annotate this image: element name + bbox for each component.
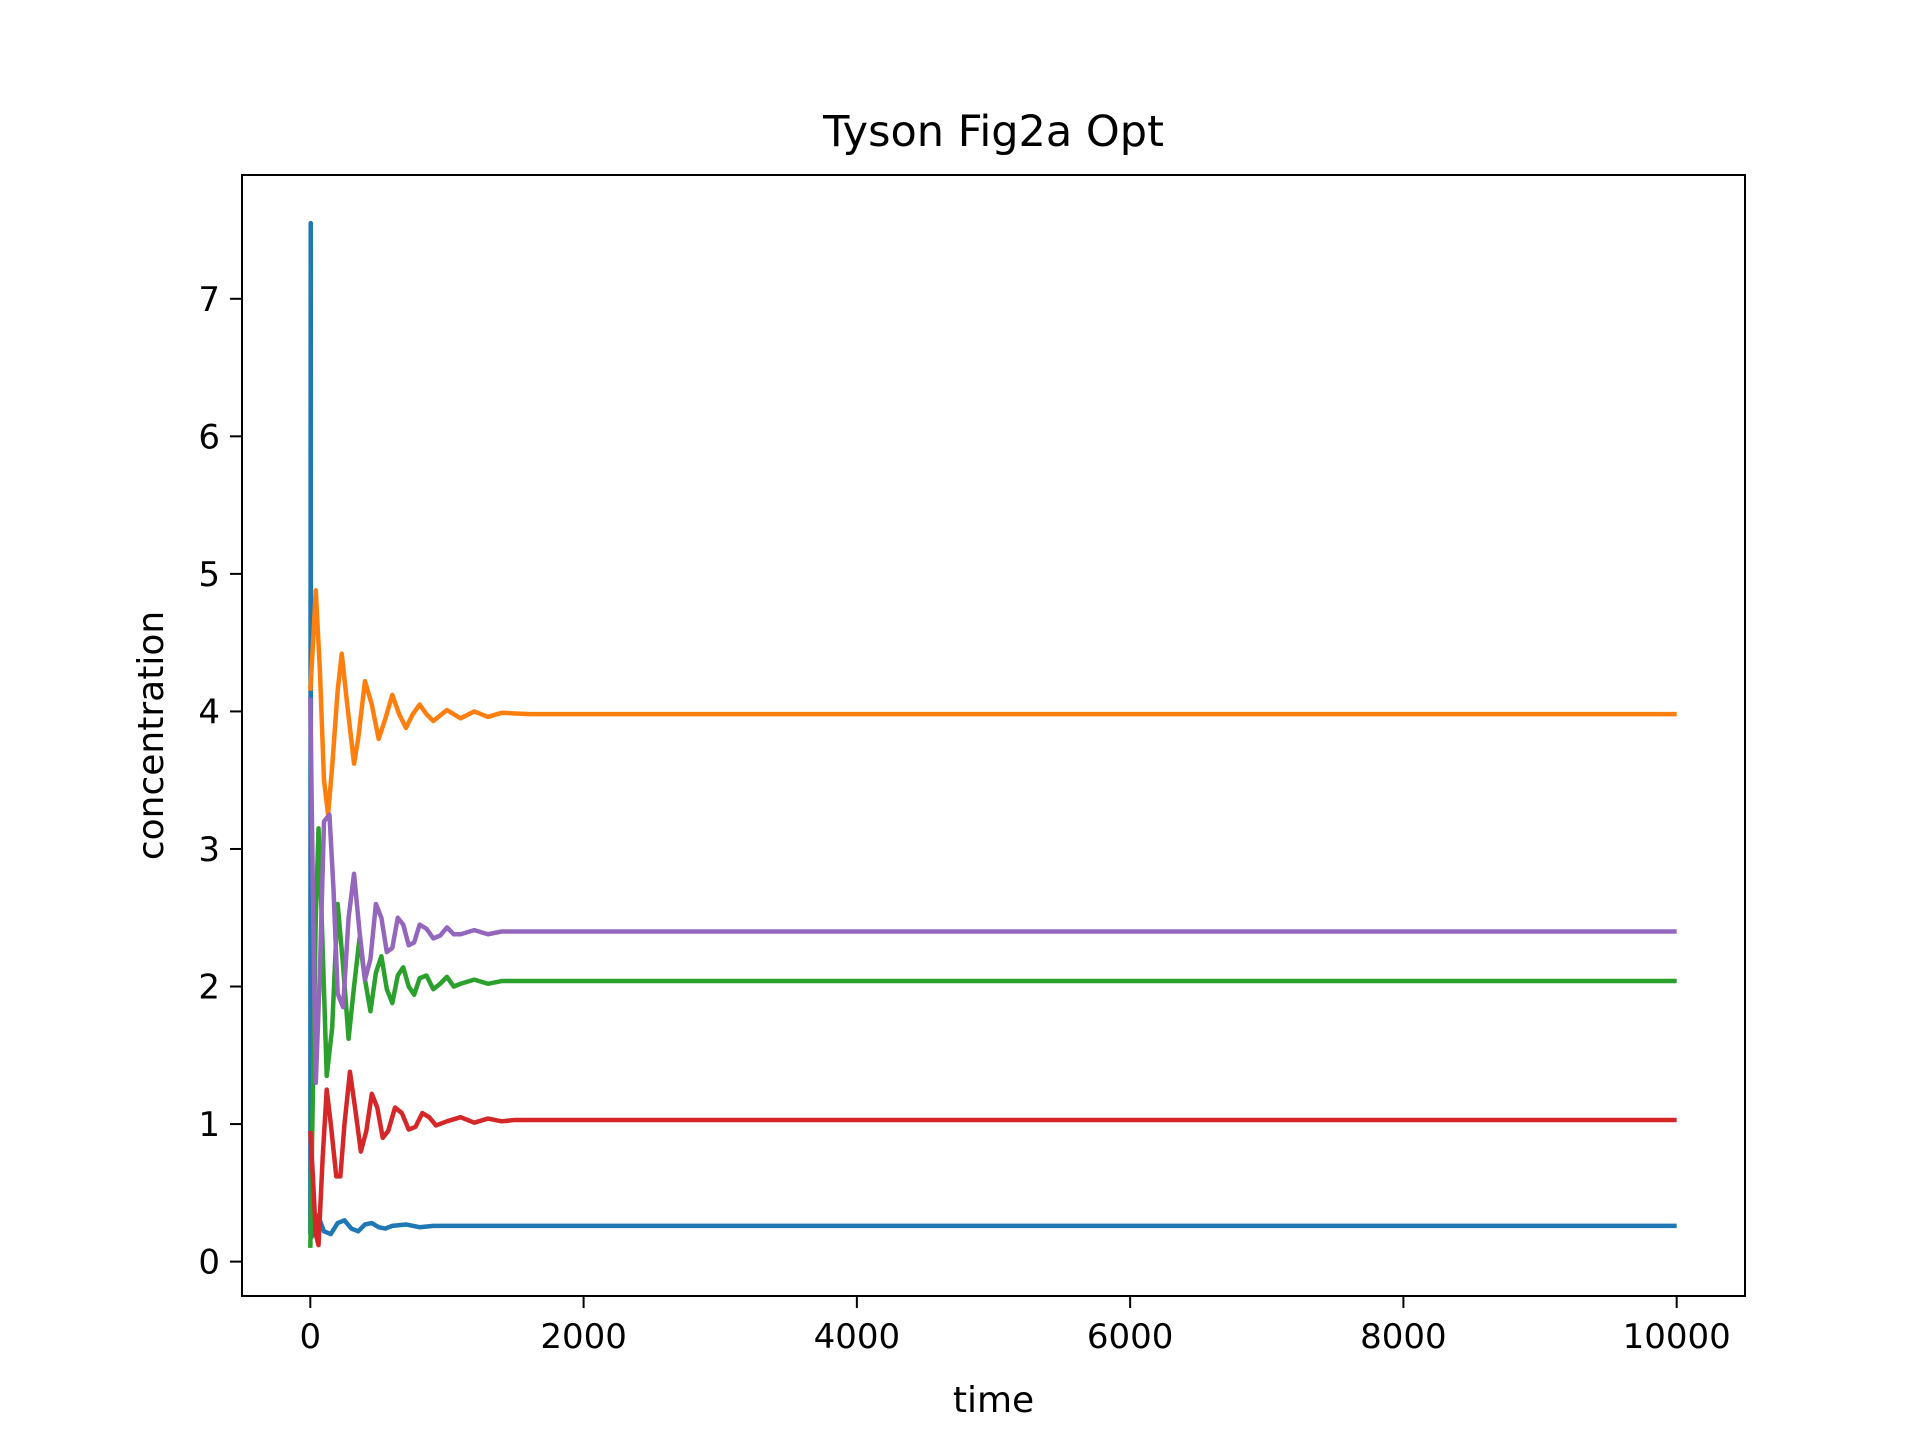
x-axis-ticks: 0 2000 4000 6000 8000 10000 (299, 1296, 1731, 1357)
y-tick-label: 2 (198, 968, 220, 1008)
x-axis-label: time (953, 1380, 1034, 1421)
series-line-5 (308, 697, 1677, 1086)
y-tick-label: 6 (198, 417, 220, 457)
x-tick-label: 8000 (1360, 1317, 1447, 1357)
series-line-3 (308, 826, 1677, 1248)
series-line-2 (308, 588, 1677, 817)
plot-frame (241, 174, 1746, 1297)
x-tick-label: 10000 (1623, 1317, 1731, 1357)
x-tick-label: 6000 (1087, 1317, 1174, 1357)
y-tick-label: 4 (198, 692, 220, 732)
y-tick-label: 1 (198, 1105, 220, 1145)
x-tick-label: 0 (299, 1317, 321, 1357)
series-layer (308, 220, 1677, 1248)
y-axis-ticks: 0 1 2 3 4 5 6 7 (198, 280, 242, 1283)
x-tick-label: 4000 (814, 1317, 901, 1357)
y-tick-label: 3 (198, 830, 220, 870)
series-line-4 (308, 1069, 1677, 1248)
y-tick-label: 5 (198, 555, 220, 595)
x-tick-label: 2000 (540, 1317, 627, 1357)
chart-title: Tyson Fig2a Opt (822, 107, 1164, 157)
y-axis-label: concentration (131, 611, 172, 860)
y-tick-label: 7 (198, 280, 220, 320)
y-tick-label: 0 (198, 1243, 220, 1283)
